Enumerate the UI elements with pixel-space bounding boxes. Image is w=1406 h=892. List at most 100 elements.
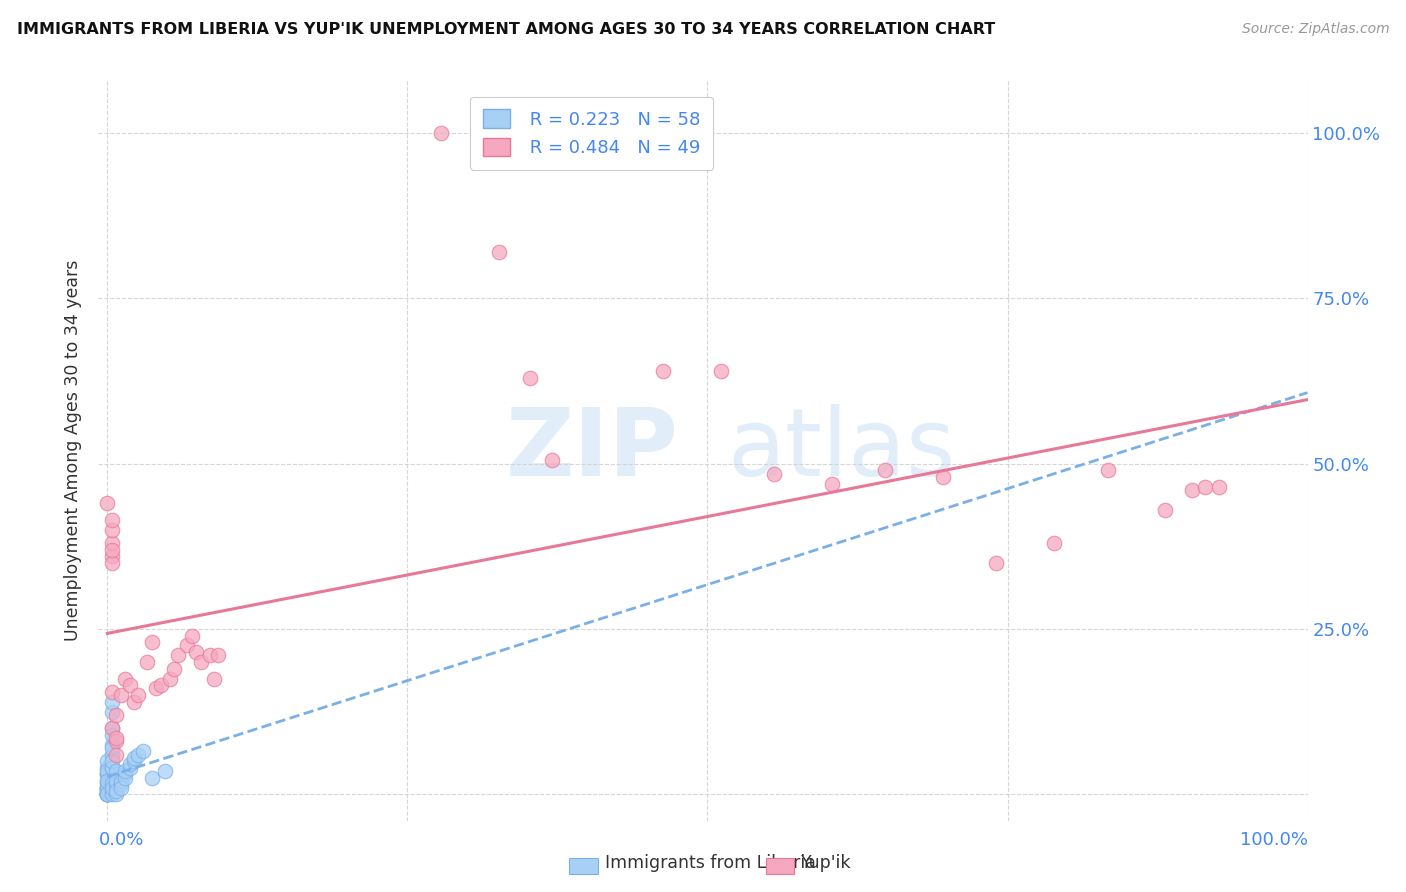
Point — [110, 777, 132, 791]
Point — [105, 764, 128, 778]
Point — [96, 496, 118, 510]
Point — [96, 774, 118, 789]
Point — [96, 787, 118, 801]
Point — [986, 556, 1008, 570]
Point — [159, 672, 181, 686]
Point — [100, 542, 122, 557]
Point — [1181, 483, 1204, 497]
Point — [96, 777, 118, 791]
Point — [163, 662, 186, 676]
Point — [96, 784, 118, 798]
Point — [100, 771, 122, 785]
Point — [132, 744, 155, 758]
Point — [105, 777, 128, 791]
Legend:  R = 0.223   N = 58,  R = 0.484   N = 49: R = 0.223 N = 58, R = 0.484 N = 49 — [470, 96, 713, 169]
Point — [100, 705, 122, 719]
Point — [488, 245, 510, 260]
Point — [96, 784, 118, 798]
Point — [100, 740, 122, 755]
Point — [141, 771, 163, 785]
Point — [96, 787, 118, 801]
Point — [105, 747, 128, 762]
Point — [207, 648, 229, 663]
Point — [100, 513, 122, 527]
Point — [96, 780, 118, 795]
Y-axis label: Unemployment Among Ages 30 to 34 years: Unemployment Among Ages 30 to 34 years — [65, 260, 83, 641]
Point — [186, 645, 208, 659]
Point — [167, 648, 190, 663]
Point — [105, 734, 128, 748]
Point — [96, 761, 118, 775]
Point — [202, 672, 225, 686]
Point — [114, 672, 136, 686]
Point — [198, 648, 221, 663]
Point — [710, 364, 733, 378]
Point — [932, 470, 955, 484]
Point — [96, 754, 118, 768]
Point — [875, 463, 897, 477]
Point — [114, 771, 136, 785]
Point — [100, 523, 122, 537]
Text: 100.0%: 100.0% — [1240, 830, 1308, 848]
Text: IMMIGRANTS FROM LIBERIA VS YUP'IK UNEMPLOYMENT AMONG AGES 30 TO 34 YEARS CORRELA: IMMIGRANTS FROM LIBERIA VS YUP'IK UNEMPL… — [17, 22, 995, 37]
Point — [110, 780, 132, 795]
Point — [100, 721, 122, 735]
Text: 0.0%: 0.0% — [98, 830, 143, 848]
Point — [1043, 536, 1066, 550]
Point — [1154, 503, 1177, 517]
Text: atlas: atlas — [727, 404, 956, 497]
Point — [519, 370, 541, 384]
Point — [127, 688, 149, 702]
Point — [100, 728, 122, 742]
Point — [105, 784, 128, 798]
Point — [100, 556, 122, 570]
Point — [100, 549, 122, 564]
Point — [100, 761, 122, 775]
Point — [118, 757, 141, 772]
Point — [118, 761, 141, 775]
Point — [122, 695, 145, 709]
Point — [96, 780, 118, 795]
Point — [105, 731, 128, 745]
Point — [96, 764, 118, 778]
Text: Yup'ik: Yup'ik — [801, 854, 852, 871]
Point — [110, 774, 132, 789]
Point — [100, 780, 122, 795]
Point — [96, 787, 118, 801]
Point — [110, 688, 132, 702]
Point — [96, 787, 118, 801]
Point — [153, 764, 176, 778]
Point — [100, 774, 122, 789]
Point — [96, 767, 118, 781]
Point — [100, 787, 122, 801]
Point — [114, 764, 136, 778]
Point — [96, 780, 118, 795]
Point — [180, 629, 202, 643]
Point — [763, 467, 786, 481]
Point — [96, 787, 118, 801]
Point — [100, 747, 122, 762]
Point — [1208, 480, 1230, 494]
Point — [96, 787, 118, 801]
Point — [100, 784, 122, 798]
Point — [105, 771, 128, 785]
Text: ZIP: ZIP — [506, 404, 679, 497]
Point — [100, 738, 122, 752]
Point — [100, 777, 122, 791]
Point — [190, 655, 212, 669]
Point — [100, 684, 122, 698]
Point — [122, 751, 145, 765]
Point — [141, 635, 163, 649]
Point — [136, 655, 159, 669]
Point — [821, 476, 844, 491]
Point — [118, 678, 141, 692]
Point — [96, 780, 118, 795]
Point — [96, 767, 118, 781]
Point — [127, 747, 149, 762]
Point — [105, 787, 128, 801]
Point — [1194, 480, 1216, 494]
Point — [96, 787, 118, 801]
Point — [540, 453, 562, 467]
Text: Immigrants from Liberia: Immigrants from Liberia — [605, 854, 815, 871]
Point — [100, 695, 122, 709]
